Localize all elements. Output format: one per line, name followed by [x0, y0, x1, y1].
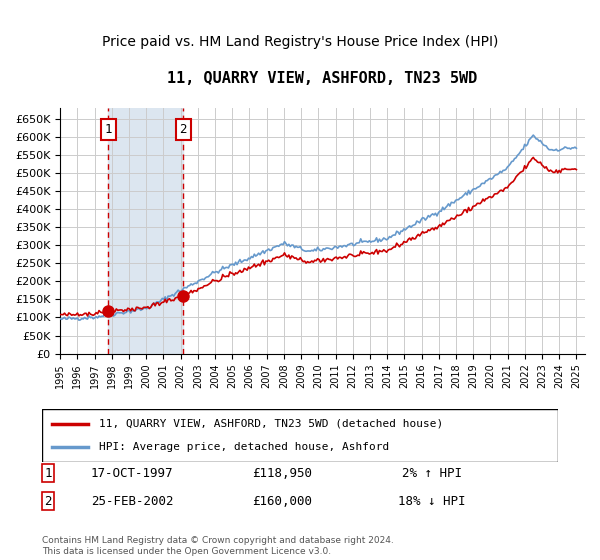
- Bar: [108, 108, 183, 353]
- Text: 11, QUARRY VIEW, ASHFORD, TN23 5WD (detached house): 11, QUARRY VIEW, ASHFORD, TN23 5WD (deta…: [99, 419, 443, 429]
- Text: 2: 2: [44, 494, 52, 508]
- Text: 17-OCT-1997: 17-OCT-1997: [91, 466, 173, 480]
- Text: 2: 2: [179, 123, 187, 136]
- Text: Contains HM Land Registry data © Crown copyright and database right 2024.
This d: Contains HM Land Registry data © Crown c…: [42, 536, 394, 556]
- Text: 18% ↓ HPI: 18% ↓ HPI: [398, 494, 466, 508]
- Text: 1: 1: [104, 123, 112, 136]
- Text: 1: 1: [44, 466, 52, 480]
- Text: 25-FEB-2002: 25-FEB-2002: [91, 494, 173, 508]
- FancyBboxPatch shape: [42, 409, 558, 462]
- Title: 11, QUARRY VIEW, ASHFORD, TN23 5WD: 11, QUARRY VIEW, ASHFORD, TN23 5WD: [167, 71, 478, 86]
- Text: £160,000: £160,000: [252, 494, 312, 508]
- Text: HPI: Average price, detached house, Ashford: HPI: Average price, detached house, Ashf…: [99, 442, 389, 452]
- Text: 2% ↑ HPI: 2% ↑ HPI: [402, 466, 462, 480]
- Text: Price paid vs. HM Land Registry's House Price Index (HPI): Price paid vs. HM Land Registry's House …: [102, 35, 498, 49]
- Text: £118,950: £118,950: [252, 466, 312, 480]
